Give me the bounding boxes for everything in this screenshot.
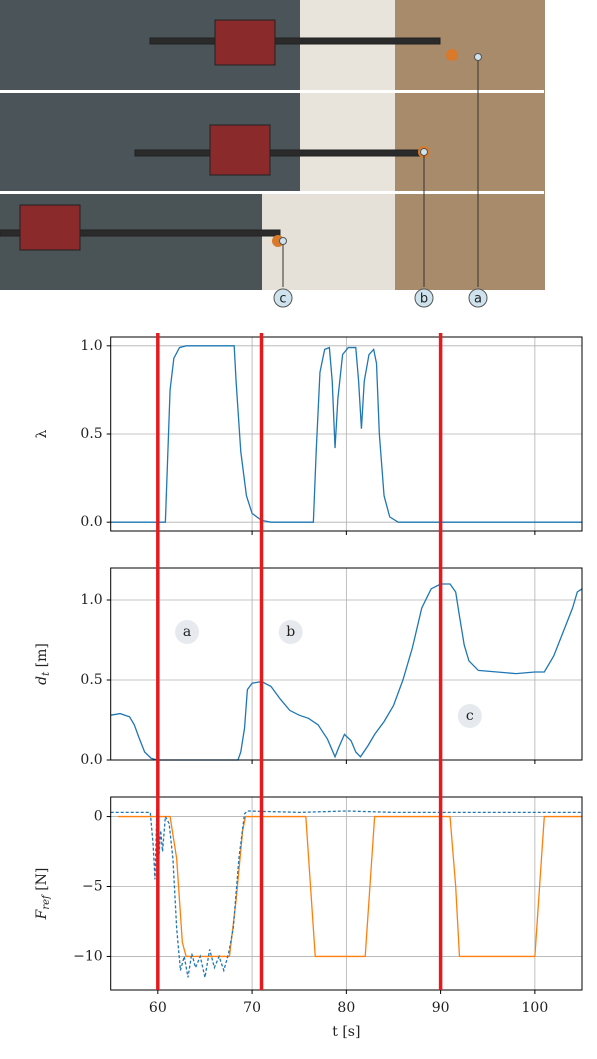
x-axis-label: t [s]: [332, 1024, 360, 1040]
photo: a b c: [0, 0, 545, 308]
x-tick-label: 100: [522, 1000, 549, 1016]
callout-label: b: [420, 292, 428, 307]
plot-frame: [110, 567, 583, 761]
annotation-badge: [278, 620, 303, 644]
y-axis-label-base: F: [34, 908, 50, 920]
y-tick-label: 0.0: [80, 752, 102, 768]
data-line: [110, 583, 583, 761]
y-axis-label: Fref [N]: [34, 868, 52, 921]
drone-arm: [0, 229, 281, 237]
photo-divider: [0, 191, 544, 194]
drone-body: [209, 124, 271, 176]
annotation-badge: [175, 620, 200, 644]
callout-lines: [282, 57, 479, 287]
y-tick-label: 0: [94, 809, 103, 825]
y-tick-label: −10: [73, 948, 103, 964]
y-axis-label-base: λ: [34, 429, 50, 438]
board: [395, 0, 545, 290]
y-tick-label: 0.5: [80, 426, 102, 442]
data-line: [110, 345, 582, 523]
y-axis-label-sub: t: [41, 671, 52, 676]
drone-arm: [134, 149, 426, 157]
y-tick-label: 1.0: [80, 338, 102, 354]
callout-label: c: [279, 292, 286, 307]
drone-arm: [149, 37, 441, 45]
callout-label: a: [474, 292, 482, 307]
drone-body: [19, 204, 81, 251]
callout-badge: [468, 288, 488, 308]
y-tick-label: 0.0: [80, 514, 102, 530]
annotation-label: c: [466, 708, 474, 724]
annotation-label: b: [286, 624, 295, 640]
plot-frame: [110, 796, 583, 991]
y-tick-label: 0.5: [80, 672, 102, 688]
drone-body: [214, 19, 276, 66]
y-axis-label-unit: [m]: [34, 643, 50, 672]
photo-divider: [0, 90, 544, 93]
x-tick-label: 60: [149, 1000, 167, 1016]
x-tick-label: 70: [243, 1000, 261, 1016]
x-tick-label: 90: [432, 1000, 450, 1016]
x-tick-label: 80: [337, 1000, 355, 1016]
y-axis-label-unit: [N]: [34, 868, 50, 896]
tool-tip: [446, 49, 458, 61]
callout-badge: [273, 288, 293, 308]
annotation-label: a: [183, 624, 191, 640]
annotation-badge: [457, 704, 482, 728]
data-line: [118, 815, 582, 958]
y-tick-label: 1.0: [80, 592, 102, 608]
y-axis-label: λ: [34, 429, 50, 438]
plot-frame: [110, 336, 583, 532]
callout-dot: [474, 53, 482, 61]
drone: [0, 19, 441, 251]
callout-badge: [414, 288, 434, 308]
y-tick-label: −5: [82, 879, 103, 895]
y-axis-label-base: d: [34, 676, 50, 685]
callout-dot: [279, 237, 287, 245]
y-axis-label: dt [m]: [34, 643, 52, 685]
callout-dot: [420, 148, 428, 156]
data-line: [110, 809, 582, 978]
y-axis-label-sub: ref: [41, 893, 52, 910]
